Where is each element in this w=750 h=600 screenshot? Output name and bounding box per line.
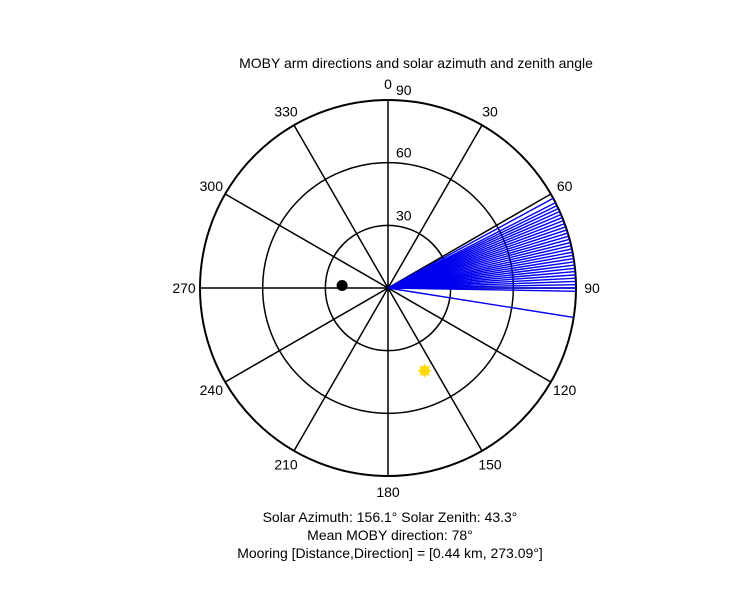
angle-tick-300: 300 <box>200 178 224 194</box>
solar-point <box>418 364 432 378</box>
arm-line-29 <box>387 287 576 292</box>
mooring-annotation: Mooring [Distance,Direction] = [0.44 km,… <box>237 545 543 561</box>
angle-tick-60: 60 <box>557 178 573 194</box>
angle-tick-150: 150 <box>478 457 502 473</box>
angle-tick-30: 30 <box>482 103 498 119</box>
angle-tick-180: 180 <box>376 484 400 500</box>
angle-tick-90: 90 <box>584 280 600 296</box>
chart-title: MOBY arm directions and solar azimuth an… <box>239 55 593 71</box>
angle-tick-0: 0 <box>384 76 392 92</box>
solar-annotation: Solar Azimuth: 156.1° Solar Zenith: 43.3… <box>262 509 518 525</box>
mooring-point <box>336 280 348 292</box>
arm-line-0 <box>387 197 554 289</box>
angle-tick-240: 240 <box>200 382 224 398</box>
data-points <box>336 280 432 378</box>
angle-tick-330: 330 <box>274 103 298 119</box>
radius-tick-30: 30 <box>396 207 412 223</box>
angle-tick-270: 270 <box>172 280 196 296</box>
radius-tick-60: 60 <box>396 145 412 161</box>
moby-direction-annotation: Mean MOBY direction: 78° <box>307 527 473 543</box>
angle-tick-210: 210 <box>274 457 298 473</box>
radius-tick-90: 90 <box>396 82 412 98</box>
arm-direction-lines <box>387 197 576 319</box>
angle-tick-120: 120 <box>553 382 577 398</box>
arm-line-30 <box>387 287 574 319</box>
